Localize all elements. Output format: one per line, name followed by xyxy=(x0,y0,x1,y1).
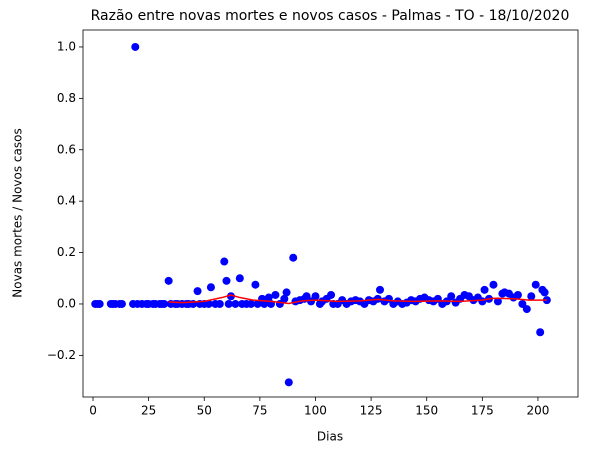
trend-line xyxy=(168,294,547,305)
point xyxy=(376,285,384,294)
point xyxy=(280,294,289,303)
point xyxy=(117,299,126,308)
plot-frame xyxy=(82,29,579,398)
point xyxy=(540,288,549,297)
x-tick-label: 200 xyxy=(527,404,550,418)
point xyxy=(489,280,498,289)
point xyxy=(282,288,291,297)
x-tick-label: 150 xyxy=(415,404,438,418)
point xyxy=(131,42,140,51)
point xyxy=(264,293,273,302)
x-tick-label: 125 xyxy=(360,404,383,418)
point xyxy=(447,292,456,301)
point xyxy=(480,285,489,294)
point xyxy=(160,299,169,308)
y-tick-label: −0.2 xyxy=(47,348,76,362)
point xyxy=(224,299,233,308)
point xyxy=(289,253,298,262)
point xyxy=(204,299,213,308)
y-tick-label: 0.0 xyxy=(57,296,76,310)
point xyxy=(206,283,215,292)
point xyxy=(260,299,269,308)
x-tick-label: 25 xyxy=(141,404,156,418)
point xyxy=(493,297,502,306)
chart-title: Razão entre novas mortes e novos casos -… xyxy=(91,8,570,24)
x-tick-label: 50 xyxy=(197,404,212,418)
x-tick-label: 100 xyxy=(304,404,327,418)
point xyxy=(220,257,229,266)
x-tick-label: 175 xyxy=(471,404,494,418)
x-tick-label: 0 xyxy=(89,404,97,418)
point xyxy=(536,328,545,337)
point xyxy=(164,276,173,285)
point xyxy=(311,292,320,301)
point xyxy=(527,292,536,301)
point xyxy=(235,274,244,283)
y-tick-label: 0.2 xyxy=(57,245,76,259)
point xyxy=(222,276,231,285)
point xyxy=(271,290,280,299)
point xyxy=(327,290,336,299)
point xyxy=(513,290,522,299)
point xyxy=(95,299,104,308)
point xyxy=(193,287,202,296)
point xyxy=(246,299,255,308)
y-tick-label: 0.4 xyxy=(57,194,76,208)
y-axis-label: Novas mortes / Novos casos xyxy=(11,128,25,297)
point xyxy=(231,299,240,308)
point xyxy=(284,378,293,387)
point xyxy=(522,305,531,314)
point xyxy=(215,299,224,308)
x-tick-label: 75 xyxy=(252,404,267,418)
point xyxy=(226,292,235,301)
point xyxy=(251,280,260,289)
y-tick-label: 0.6 xyxy=(57,142,76,156)
point xyxy=(531,280,540,289)
x-axis-label: Dias xyxy=(317,430,343,444)
y-tick-label: 1.0 xyxy=(57,39,76,53)
y-tick-label: 0.8 xyxy=(57,91,76,105)
